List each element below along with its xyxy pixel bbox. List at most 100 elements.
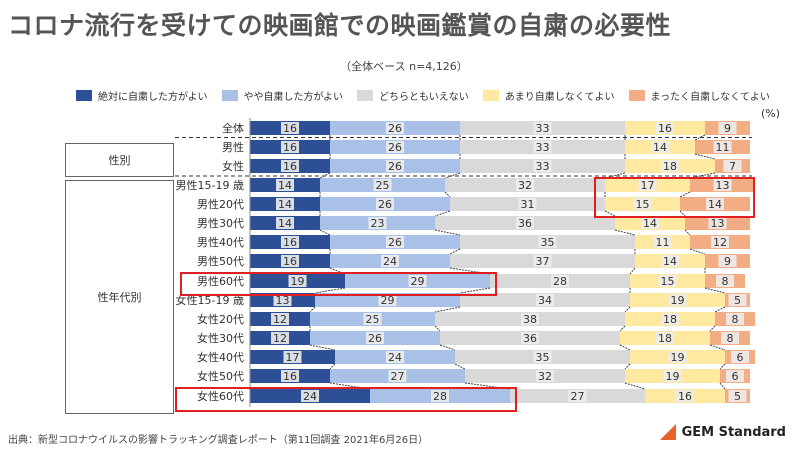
highlight-box-female-60s: [175, 387, 517, 412]
data-label-bg: [711, 236, 729, 248]
row-label: 女性60代: [197, 390, 244, 403]
data-label: 16: [283, 255, 297, 268]
row-label: 女性40代: [197, 351, 244, 364]
data-label: 17: [286, 351, 300, 364]
data-label: 14: [278, 179, 292, 192]
data-label-bg: [281, 255, 299, 267]
connector-line: [434, 229, 461, 236]
connector-line: [624, 363, 631, 370]
data-label: 7: [729, 160, 736, 173]
data-label: 6: [737, 351, 744, 364]
data-label: 11: [656, 236, 670, 249]
data-label: 26: [388, 236, 402, 249]
data-label-bg: [373, 179, 392, 191]
data-label-bg: [651, 141, 669, 153]
data-label: 16: [283, 122, 297, 135]
data-label-bg: [276, 217, 294, 229]
data-label-bg: [363, 313, 382, 325]
data-label: 27: [571, 390, 585, 403]
group-label-gender: 性別: [108, 154, 131, 167]
data-label: 15: [636, 198, 650, 211]
data-label: 26: [388, 122, 402, 135]
data-label-bg: [378, 294, 397, 306]
data-label: 33: [536, 122, 550, 135]
data-label-bg: [653, 236, 672, 248]
data-label-bg: [533, 255, 552, 267]
connector-line: [454, 363, 466, 370]
connector-line: [434, 210, 451, 217]
group-box-gender: 性別: [65, 143, 174, 177]
data-label: 26: [388, 160, 402, 173]
legend-item: どちらともいえない: [357, 88, 469, 103]
data-label-bg: [386, 236, 404, 248]
connector-line: [694, 134, 706, 141]
data-label: 27: [391, 370, 405, 383]
data-label-bg: [516, 179, 534, 191]
data-label: 14: [653, 141, 667, 154]
connector-line: [719, 382, 726, 390]
data-label: 16: [658, 122, 672, 135]
chart-subtitle: （全体ベース n=4,126）: [340, 60, 468, 73]
data-label-bg: [536, 370, 554, 382]
data-label-bg: [533, 122, 552, 134]
data-label-bg: [281, 141, 299, 153]
connector-line: [329, 363, 336, 370]
data-label: 12: [273, 313, 287, 326]
data-label-bg: [281, 236, 299, 248]
connector-line: [449, 248, 461, 255]
legend-label: まったく自粛しなくてよい: [650, 92, 770, 103]
row-label: 男性20代: [197, 198, 244, 211]
connector-line: [709, 325, 716, 332]
connector-line: [689, 248, 706, 255]
data-label-bg: [408, 275, 427, 287]
data-label-bg: [431, 390, 449, 402]
data-label: 28: [553, 275, 567, 288]
data-label: 28: [433, 390, 447, 403]
legend: 絶対に自粛した方がよい やや自粛した方がよい どちらともいえない あまり自粛しな…: [76, 88, 784, 103]
data-label: 14: [278, 217, 292, 230]
data-label-bg: [668, 351, 687, 363]
data-label: 14: [278, 198, 292, 211]
data-label: 19: [671, 351, 685, 364]
data-label-bg: [726, 370, 744, 382]
data-label-bg: [521, 313, 539, 325]
data-label-bg: [726, 313, 744, 325]
data-label: 16: [678, 390, 692, 403]
data-label: 31: [521, 198, 535, 211]
data-label-bg: [521, 332, 539, 344]
connector-line: [714, 306, 726, 313]
data-label: 32: [538, 370, 552, 383]
data-label: 26: [378, 198, 392, 211]
logo-mark-icon: [659, 424, 676, 440]
data-label: 19: [671, 294, 685, 307]
data-label-bg: [376, 198, 394, 210]
data-label: 14: [708, 198, 722, 211]
legend-swatch: [482, 90, 499, 101]
data-label: 15: [661, 275, 675, 288]
connector-line: [604, 210, 616, 217]
legend-swatch: [628, 90, 645, 101]
data-label: 16: [283, 141, 297, 154]
data-label: 18: [663, 160, 677, 173]
data-label-bg: [533, 160, 552, 172]
data-label: 26: [368, 332, 382, 345]
legend-item: 絶対に自粛した方がよい: [76, 88, 208, 103]
data-label: 11: [716, 141, 730, 154]
data-label-bg: [386, 160, 404, 172]
data-label-bg: [381, 255, 399, 267]
chart-title: コロナ流行を受けての映画館での映画鑑賞の自粛の必要性: [8, 11, 672, 40]
data-label: 13: [276, 294, 290, 307]
data-label: 17: [641, 179, 655, 192]
connector-line: [619, 325, 626, 332]
connector-line: [684, 229, 691, 236]
data-label: 37: [536, 255, 550, 268]
row-label: 女性: [222, 160, 244, 173]
row-label: 女性15-19 歳: [175, 294, 244, 307]
data-label: 18: [663, 313, 677, 326]
data-label: 12: [273, 332, 287, 345]
connector-line: [444, 172, 461, 179]
connector-line: [704, 287, 726, 294]
connector-line: [309, 306, 316, 313]
data-label: 23: [371, 217, 385, 230]
row-label: 男性60代: [197, 275, 244, 288]
